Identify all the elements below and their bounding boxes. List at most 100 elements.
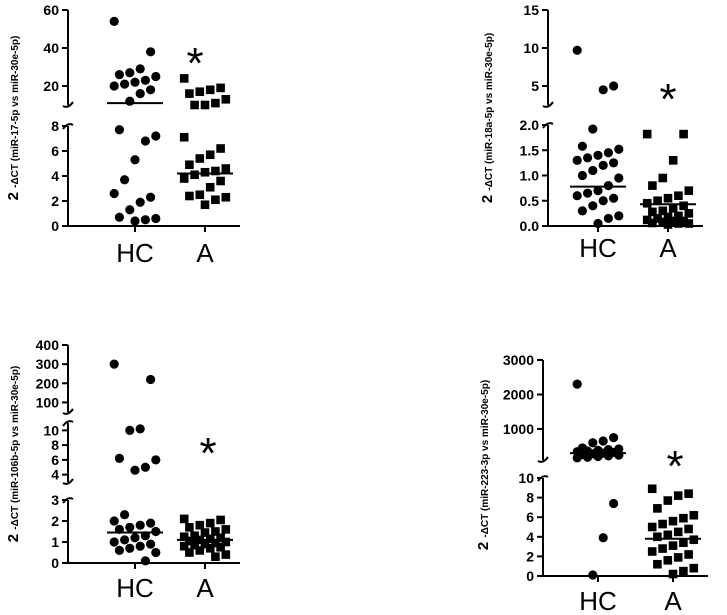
data-point-hc (593, 218, 603, 229)
data-point-hc (572, 453, 582, 463)
y-axis-label: 2 -ΔCT (miR-18a-5p vs miR-30e-5p) (479, 33, 496, 203)
data-point-a (658, 206, 668, 216)
data-point-hc (577, 206, 588, 216)
data-point-hc (588, 438, 598, 448)
data-point-hc (130, 77, 140, 87)
data-point-a (647, 547, 657, 556)
data-point-hc (146, 374, 156, 385)
panel-1: 0 2 4 6 8 20 40 60 HC A 2 -ΔCT (miR-17-5p vs miR-3… (5, 2, 240, 268)
data-point-a (185, 536, 194, 546)
data-point-hc (125, 205, 135, 215)
data-point-hc (609, 432, 619, 443)
y-tick-label: 8 (51, 118, 59, 134)
data-point-a (679, 513, 688, 523)
y-tick-label: 2 (51, 193, 59, 209)
x-category-label: HC (116, 573, 154, 603)
y-tick-label: 5 (531, 78, 539, 94)
axis-break-mark (62, 123, 74, 130)
data-point-a (221, 192, 231, 202)
y-tick-label: 0 (51, 555, 59, 571)
x-category-label: A (664, 586, 682, 615)
data-point-hc (603, 148, 614, 158)
data-point-a (221, 550, 231, 559)
data-point-hc (151, 455, 161, 465)
data-point-hc (151, 526, 161, 537)
data-point-a (673, 491, 683, 500)
data-point-a (668, 569, 678, 579)
panel-2: 0.0 0.5 1.0 1.5 2.0 5 10 15 HC A 2 -ΔCT (miR-18a-5… (479, 2, 703, 263)
data-point-hc (114, 453, 124, 463)
data-point-a (211, 538, 220, 548)
data-point-hc (130, 216, 140, 226)
data-point-a (179, 174, 189, 183)
data-point-a (195, 520, 205, 530)
axis-break-mark (537, 475, 549, 482)
axis-break-mark (62, 478, 74, 485)
data-point-a (658, 519, 667, 529)
data-point-hc (130, 155, 140, 165)
data-point-a (642, 198, 652, 208)
data-point-hc (146, 192, 156, 202)
data-point-a (185, 548, 194, 557)
data-point-hc (120, 175, 130, 185)
data-point-hc (583, 452, 593, 462)
data-point-a (653, 559, 662, 569)
data-point-hc (140, 462, 150, 472)
data-point-hc (609, 498, 619, 509)
data-point-a (684, 524, 693, 534)
data-point-a (195, 154, 205, 163)
y-tick-label: 0.0 (520, 218, 540, 234)
y-tick-label: 4 (51, 168, 59, 184)
data-point-a (216, 144, 225, 153)
data-point-a (179, 514, 189, 524)
data-point-hc (598, 85, 608, 95)
data-point-hc (135, 64, 145, 74)
data-point-hc (593, 150, 603, 160)
data-point-hc (609, 158, 619, 168)
y-tick-label: 2000 (503, 386, 534, 402)
data-point-a (668, 516, 678, 526)
data-point-a (200, 200, 210, 210)
y-axis-label-exponent: -ΔCT (miR-106b-5p vs miR-30e-5p) (10, 366, 21, 530)
data-point-a (689, 510, 699, 520)
data-point-hc (140, 75, 150, 85)
y-tick-label: 10 (518, 470, 534, 486)
data-point-hc (151, 131, 161, 141)
data-point-hc (120, 510, 130, 520)
data-point-hc (572, 155, 582, 165)
data-point-a (653, 214, 662, 223)
data-point-a (673, 527, 683, 537)
data-point-a (205, 182, 215, 192)
data-point-hc (614, 173, 624, 183)
y-tick-label: 8 (51, 437, 59, 453)
y-axis-label-exponent: -ΔCT (miR-18a-5p vs miR-30e-5p) (484, 33, 495, 191)
data-point-a (221, 537, 231, 547)
y-tick-label: 3000 (503, 352, 534, 368)
data-point-hc (151, 71, 161, 82)
data-point-a (679, 216, 688, 226)
data-point-hc (146, 518, 156, 528)
data-point-a (673, 553, 683, 562)
data-point-hc (598, 160, 608, 170)
y-tick-label: 4 (51, 467, 59, 483)
data-point-hc (146, 539, 156, 549)
y-tick-label: 2 (51, 513, 59, 529)
data-point-hc (125, 543, 135, 553)
y-axis-label-base: 2 (5, 530, 22, 543)
data-point-hc (135, 197, 145, 207)
data-point-a (679, 566, 688, 576)
data-point-hc (109, 188, 119, 199)
data-point-hc (120, 535, 130, 545)
data-point-a (663, 556, 673, 565)
data-point-hc (588, 201, 598, 211)
data-point-hc (572, 45, 582, 55)
data-point-hc (593, 186, 603, 196)
data-point-hc (598, 533, 608, 543)
data-point-a (674, 219, 683, 228)
data-point-hc (609, 193, 619, 203)
significance-star: * (186, 39, 203, 88)
y-tick-label: 6 (526, 509, 534, 525)
data-point-a (221, 525, 231, 534)
data-point-hc (114, 545, 124, 556)
